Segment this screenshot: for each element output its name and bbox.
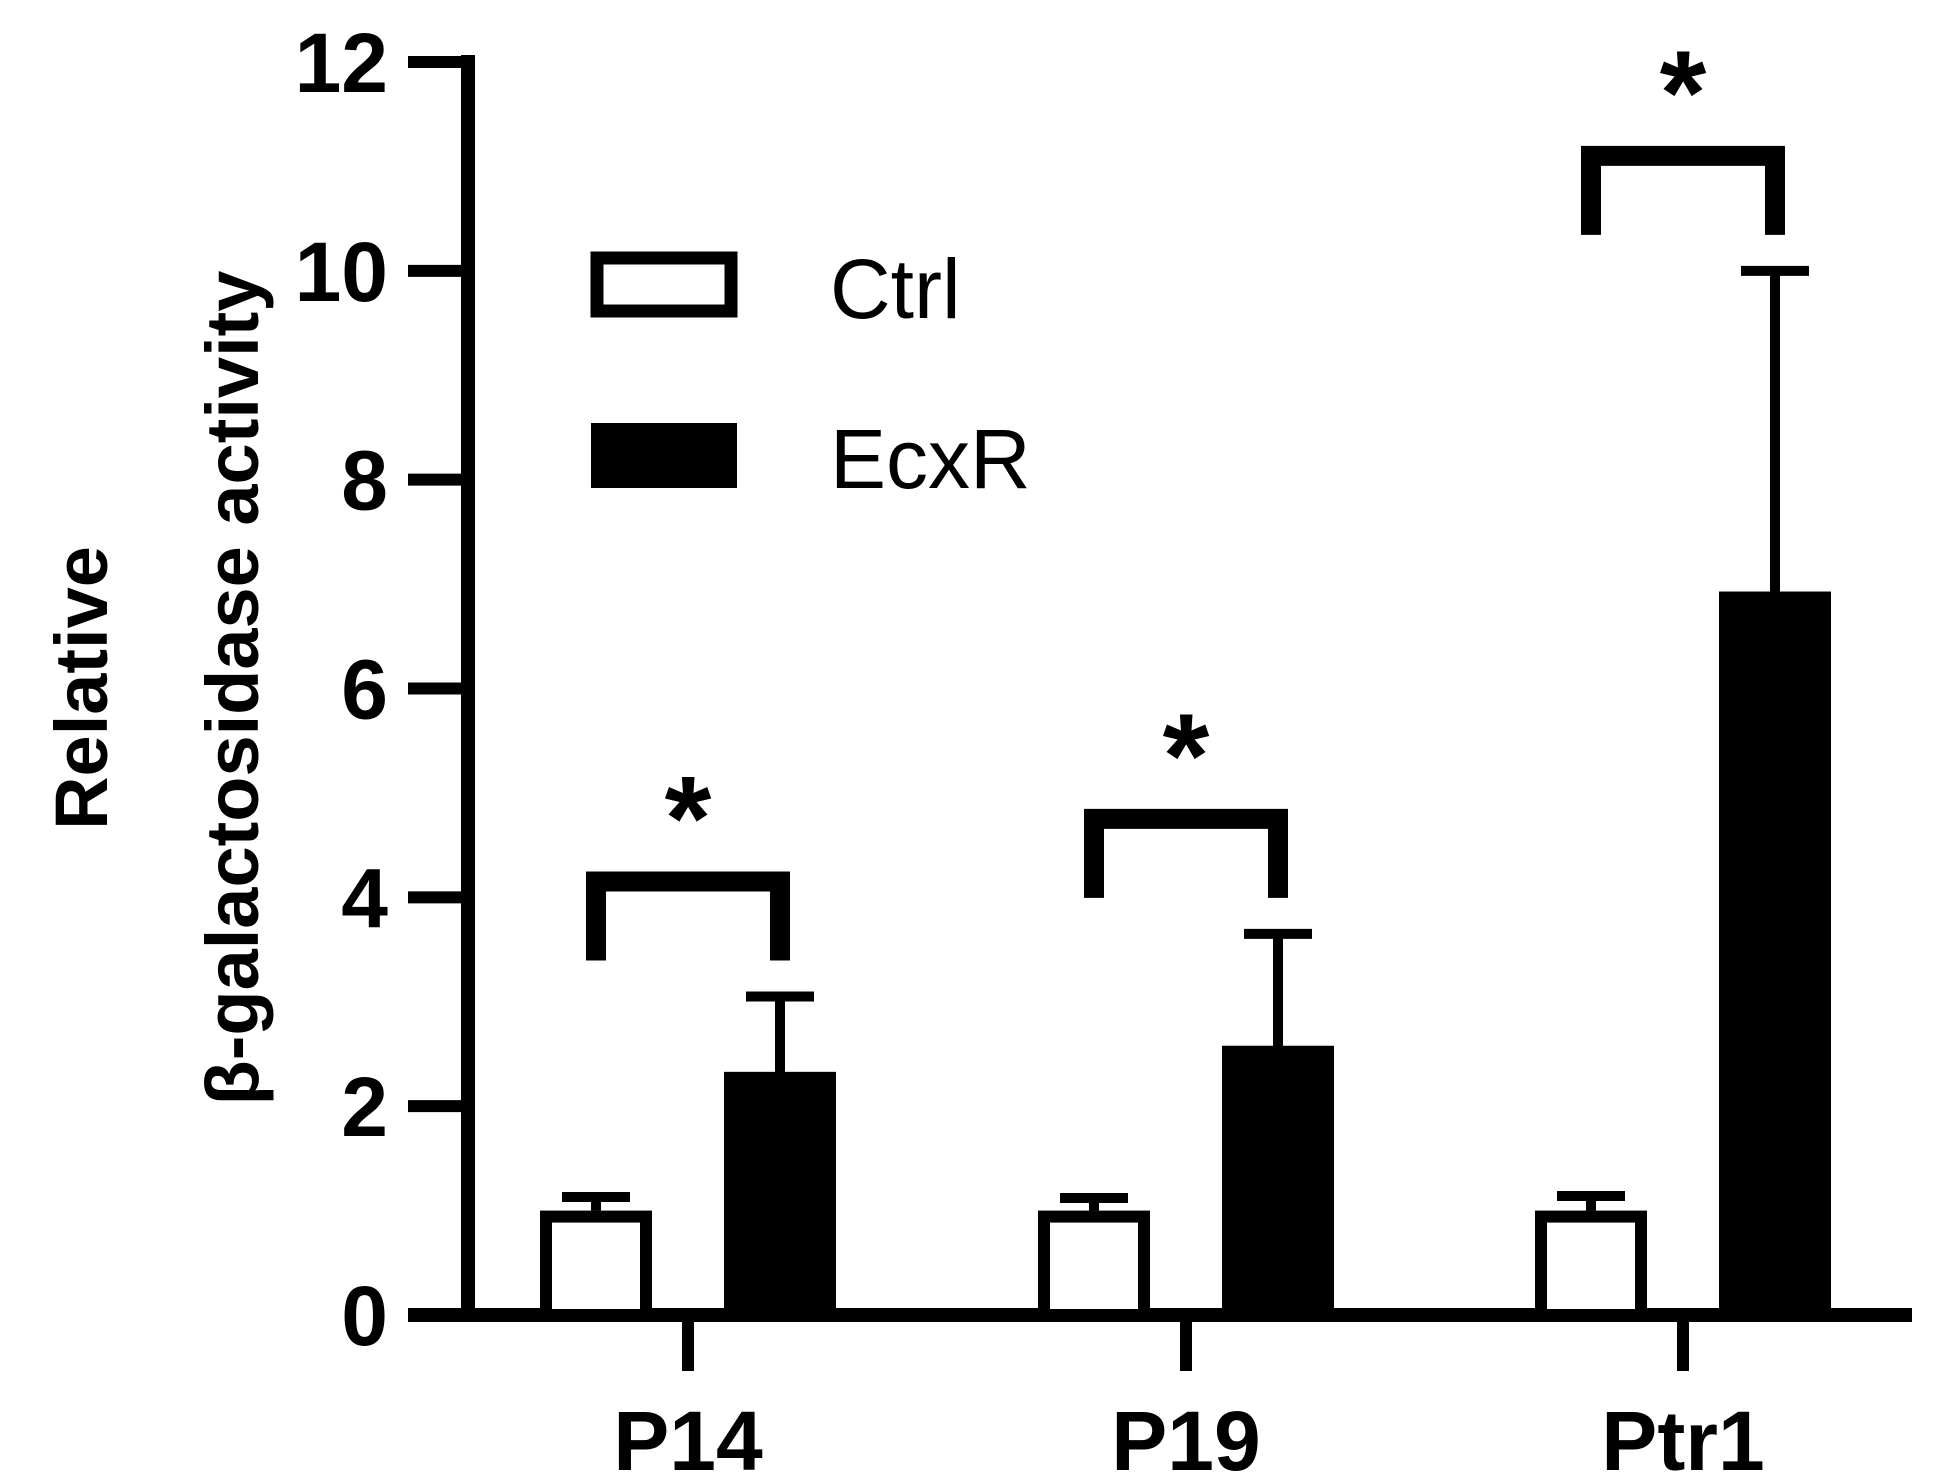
y-tick-label: 0 bbox=[341, 1269, 388, 1363]
y-tick-label: 6 bbox=[341, 643, 388, 737]
bar-ctrl bbox=[1038, 1210, 1150, 1322]
significance-bracket bbox=[1084, 808, 1288, 898]
x-axis: P14 P19 Ptr1 bbox=[408, 1308, 1912, 1484]
y-tick-label: 10 bbox=[295, 225, 388, 319]
y-tick-label: 4 bbox=[341, 851, 388, 945]
y-axis-title-line: β-galactosidase activity bbox=[191, 271, 274, 1106]
significance-star: * bbox=[1660, 26, 1707, 160]
legend-label: Ctrl bbox=[830, 242, 961, 336]
legend: Ctrl EcxR bbox=[590, 242, 1031, 506]
significance-group: * * * bbox=[586, 26, 1785, 961]
significance-star: * bbox=[665, 752, 712, 886]
y-tick-label: 8 bbox=[341, 434, 388, 528]
y-axis-title-line: Relative bbox=[40, 546, 123, 830]
bar-ecxr bbox=[1222, 1045, 1334, 1319]
legend-label: EcxR bbox=[830, 412, 1031, 506]
x-tick-label: P19 bbox=[1111, 1394, 1260, 1484]
bar-ctrl bbox=[1535, 1210, 1647, 1322]
y-tick-label: 2 bbox=[341, 1060, 388, 1154]
legend-swatch-ecxr bbox=[591, 423, 737, 488]
x-tick-label: P14 bbox=[613, 1394, 763, 1484]
bar-ecxr bbox=[1719, 591, 1831, 1318]
significance-bracket bbox=[586, 871, 790, 961]
significance-bracket bbox=[1581, 145, 1785, 235]
y-tick-label: 12 bbox=[295, 16, 388, 110]
bar-ecxr bbox=[724, 1071, 836, 1319]
bar-ctrl bbox=[540, 1210, 652, 1322]
y-axis: 0 2 4 6 8 10 12 bbox=[295, 16, 475, 1363]
y-axis-title: Relative β-galactosidase activity bbox=[40, 271, 274, 1106]
significance-star: * bbox=[1163, 689, 1210, 823]
legend-swatch-ctrl bbox=[590, 251, 738, 318]
error-bars-group bbox=[562, 265, 1809, 1211]
bars-group bbox=[540, 591, 1831, 1322]
x-tick-label: Ptr1 bbox=[1601, 1394, 1764, 1484]
